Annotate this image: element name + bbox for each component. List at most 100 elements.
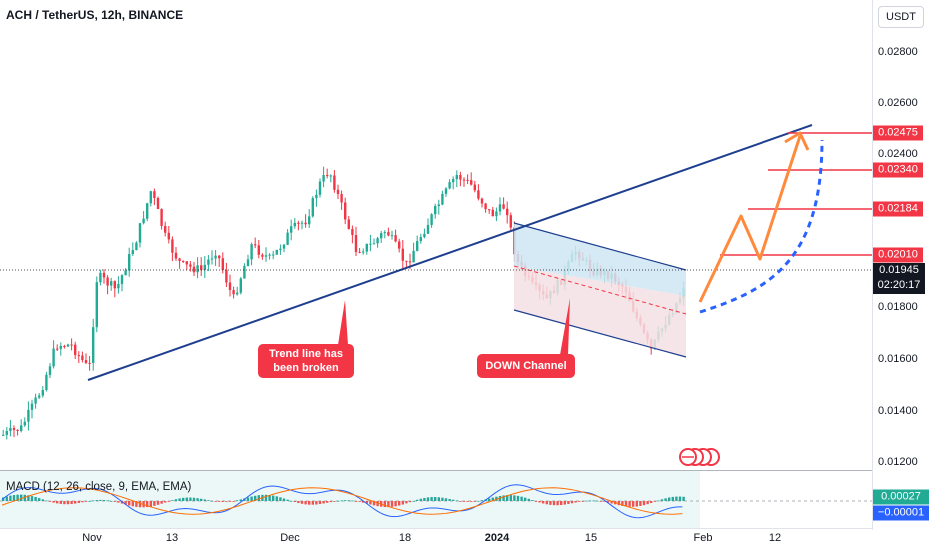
- macd-bar: [77, 501, 80, 503]
- macd-bar: [606, 501, 610, 503]
- candle-body: [311, 198, 314, 217]
- macd-bar: [48, 501, 52, 502]
- candle-body: [268, 254, 271, 256]
- signal-value-label: −0.00001: [873, 505, 929, 521]
- currency-button[interactable]: USDT: [878, 6, 924, 28]
- macd-bar: [430, 497, 433, 501]
- candle-body: [279, 248, 282, 250]
- macd-line: [1, 484, 683, 519]
- macd-bar: [480, 500, 484, 502]
- macd-bar: [412, 500, 415, 502]
- target-label-02340[interactable]: 0.02340: [873, 162, 923, 178]
- macd-bar: [228, 501, 232, 502]
- macd-bar: [282, 498, 286, 501]
- trend-break-callout[interactable]: Trend line has been broken: [258, 344, 354, 378]
- macd-bar: [131, 501, 134, 507]
- macd-bar: [437, 497, 440, 501]
- macd-bar: [642, 501, 646, 506]
- candle-body: [178, 258, 181, 261]
- candle-body: [95, 282, 98, 328]
- target-label-02184[interactable]: 0.02184: [873, 201, 923, 217]
- candle-body: [390, 235, 394, 237]
- macd-bar: [668, 497, 671, 501]
- macd-bar: [599, 501, 602, 502]
- macd-bar: [52, 501, 55, 503]
- macd-bar: [506, 495, 509, 501]
- macd-bar: [236, 500, 239, 502]
- macd-bar: [340, 500, 343, 502]
- candle-body: [506, 208, 509, 216]
- macd-bar: [9, 495, 12, 501]
- candle-body: [189, 264, 192, 267]
- candle-body: [293, 222, 296, 227]
- macd-bar: [639, 501, 642, 506]
- candle-body: [369, 243, 372, 245]
- candle-body: [99, 272, 102, 283]
- down-channel-callout[interactable]: DOWN Channel: [477, 354, 575, 378]
- macd-bar: [452, 499, 455, 501]
- multi-circle-icon[interactable]: [679, 448, 720, 466]
- macd-bar: [570, 501, 574, 504]
- candle-body: [473, 184, 476, 191]
- macd-bar: [434, 497, 437, 501]
- macd-bar: [596, 500, 599, 502]
- candle-body: [124, 270, 127, 276]
- candle-body: [52, 348, 55, 367]
- macd-bar: [502, 495, 505, 501]
- macd-bar: [246, 497, 250, 501]
- price-tick: 0.02800: [878, 46, 918, 58]
- target-label-02010[interactable]: 0.02010: [873, 247, 923, 263]
- macd-bar: [326, 501, 329, 503]
- candle-body: [470, 180, 473, 185]
- ascending-trendline[interactable]: [87, 124, 813, 381]
- macd-bar: [542, 501, 545, 504]
- candle-body: [480, 198, 484, 204]
- candle-body: [200, 265, 203, 270]
- macd-bar: [441, 497, 444, 501]
- candle-body: [174, 252, 178, 259]
- candle-body: [210, 258, 214, 260]
- channel-bottom-line: [513, 309, 687, 358]
- candle-body: [243, 266, 246, 279]
- time-label: Feb: [693, 532, 713, 544]
- macd-bar: [297, 501, 300, 504]
- candle-body: [502, 204, 505, 209]
- candle-body: [426, 224, 430, 234]
- candle-body: [207, 259, 210, 265]
- pane-separator[interactable]: [0, 470, 932, 471]
- macd-bar: [207, 500, 210, 501]
- macd-bar: [12, 495, 16, 501]
- macd-bar: [466, 501, 469, 502]
- candle-body: [138, 223, 142, 243]
- candle-body: [322, 174, 325, 182]
- macd-bar: [218, 501, 221, 502]
- candle-body: [412, 250, 415, 263]
- candle-body: [351, 228, 354, 236]
- macd-bar: [102, 500, 106, 501]
- candle-body: [218, 255, 221, 259]
- projection-path[interactable]: [698, 135, 802, 303]
- time-axis[interactable]: [0, 528, 872, 551]
- trend-callout-pointer: [338, 300, 348, 345]
- macd-bar: [491, 497, 494, 501]
- macd-bar: [279, 497, 282, 501]
- candle-body: [23, 421, 26, 426]
- projection-arrowhead: [784, 131, 810, 151]
- macd-bar: [214, 501, 217, 502]
- candle-body: [81, 355, 84, 361]
- macd-bar: [250, 496, 253, 501]
- macd-bar: [124, 501, 127, 505]
- candle-body: [300, 222, 304, 224]
- candle-body: [236, 292, 239, 295]
- projection-dashed-curve[interactable]: [699, 139, 824, 314]
- main-chart-pane[interactable]: [0, 0, 872, 470]
- macd-bar: [549, 501, 552, 505]
- target-label-02475[interactable]: 0.02475: [873, 125, 923, 141]
- macd-bar: [257, 495, 260, 501]
- macd-pane[interactable]: [0, 471, 872, 528]
- candle-body: [455, 175, 458, 180]
- macd-bar: [59, 501, 62, 504]
- candle-body: [225, 269, 228, 283]
- candle-body: [12, 427, 16, 430]
- candle-body: [484, 203, 487, 210]
